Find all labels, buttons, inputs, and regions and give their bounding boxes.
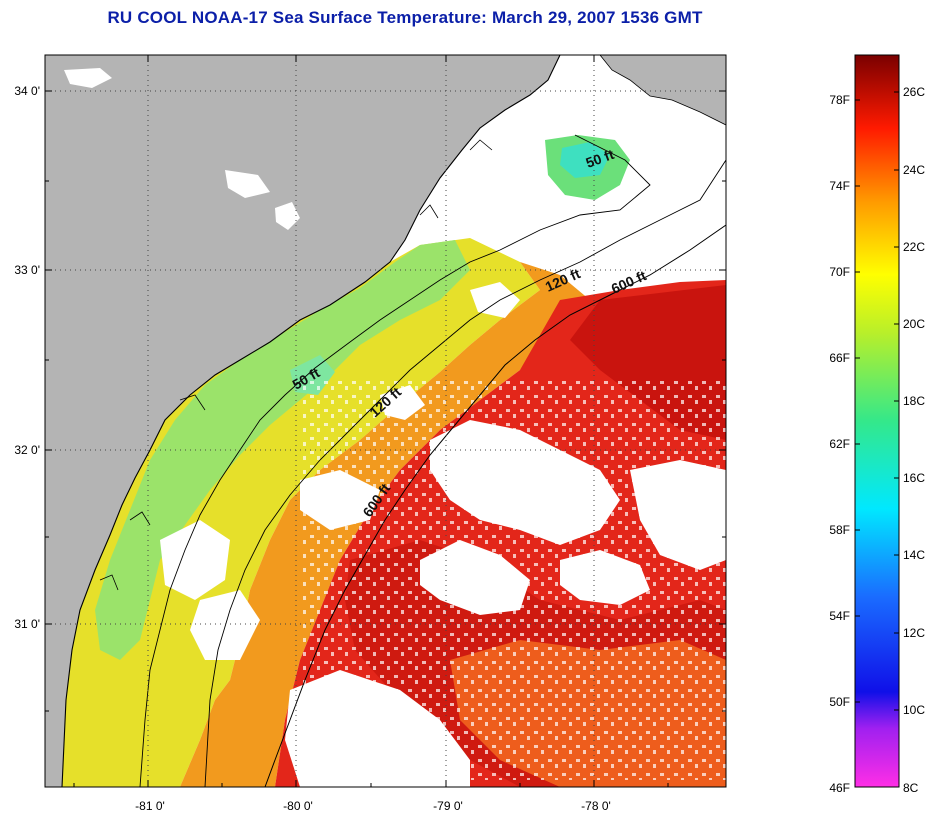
cbar-f-70: 70F xyxy=(829,265,850,279)
cbar-f-46: 46F xyxy=(829,781,850,795)
temperature-colorbar: 78F 74F 70F 66F 62F 58F 54F 50F 46F 26C … xyxy=(829,54,925,795)
cbar-f-78: 78F xyxy=(829,93,850,107)
cbar-f-66: 66F xyxy=(829,351,850,365)
isobath-600ft xyxy=(264,224,726,787)
cbar-f-54: 54F xyxy=(829,609,850,623)
colorbar-gradient xyxy=(854,54,900,788)
coastline xyxy=(61,55,561,787)
cloud-speckle xyxy=(300,380,726,780)
lat-label-33: 33 0' xyxy=(14,263,40,277)
cbar-c-24: 24C xyxy=(903,163,925,177)
sst-cyan-north-patch xyxy=(560,142,610,178)
cbar-c-14: 14C xyxy=(903,548,925,562)
land-north-cape xyxy=(600,55,726,125)
cbar-c-22: 22C xyxy=(903,240,925,254)
map-title: RU COOL NOAA-17 Sea Surface Temperature:… xyxy=(107,8,703,27)
map-frame xyxy=(44,54,727,788)
cbar-c-18: 18C xyxy=(903,394,925,408)
cbar-f-62: 62F xyxy=(829,437,850,451)
cbar-c-12: 12C xyxy=(903,626,925,640)
lon-label-81: -81 0' xyxy=(135,799,165,813)
cloud-patch-8 xyxy=(190,590,260,660)
lat-label-32: 32 0' xyxy=(14,443,40,457)
lon-label-79: -79 0' xyxy=(433,799,463,813)
barrier-islands xyxy=(99,55,726,591)
isobath-50ft xyxy=(139,134,651,787)
cbar-c-10: 10C xyxy=(903,703,925,717)
colorbar-ticks xyxy=(855,91,899,711)
sst-yellow-band xyxy=(62,238,540,787)
graticule xyxy=(45,55,726,787)
land-cloud-3 xyxy=(275,202,300,230)
cbar-f-74: 74F xyxy=(829,179,850,193)
lon-ticks xyxy=(73,55,669,787)
cbar-f-58: 58F xyxy=(829,523,850,537)
cbar-c-26: 26C xyxy=(903,85,925,99)
cloud-patch-7 xyxy=(160,520,230,600)
cbar-f-50: 50F xyxy=(829,695,850,709)
lon-label-78: -78 0' xyxy=(581,799,611,813)
lat-ticks xyxy=(45,90,726,712)
cloud-patch-9 xyxy=(470,282,520,318)
lat-label-31: 31 0' xyxy=(14,617,40,631)
lon-label-80: -80 0' xyxy=(283,799,313,813)
cbar-c-8: 8C xyxy=(903,781,919,795)
isobath-120ft xyxy=(204,159,726,787)
land-cloud-1 xyxy=(64,68,112,88)
lat-label-34: 34 0' xyxy=(14,84,40,98)
cbar-c-16: 16C xyxy=(903,471,925,485)
land-cloud-2 xyxy=(225,170,270,198)
sst-map: 34 0' 33 0' 32 0' 31 0' -81 0' -80 0' -7… xyxy=(14,54,727,813)
land-mass xyxy=(45,55,560,787)
cbar-c-20: 20C xyxy=(903,317,925,331)
